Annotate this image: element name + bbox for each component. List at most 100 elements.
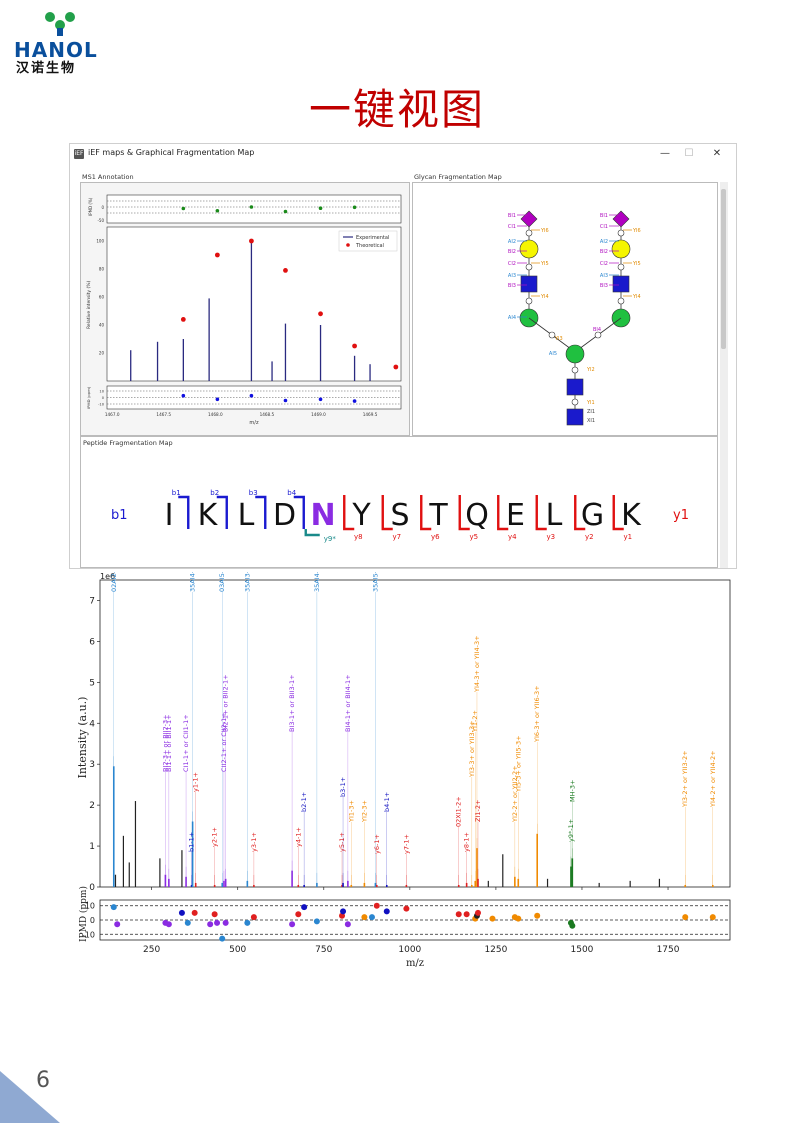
glycan-structure: BI1 CI1 AI2 BI2 CI2 AI3 BI3 AI4 YI6 YI5 YI4 BI1 CI1 A…	[508, 210, 641, 426]
left-branch-link	[525, 229, 533, 237]
peak-annotation-label: CI1-1+ or CII1-1+	[182, 714, 190, 772]
y-ion-label: y1	[623, 533, 632, 541]
peak-annotation-label: 35AI4-1+ or 35AI4-1+	[313, 572, 321, 592]
ipmd-ytick-label: -10	[82, 930, 95, 939]
ms1-bottom-ytick: 10	[99, 390, 104, 394]
core-link	[571, 398, 579, 406]
peak-annotation-label: BI4-1+ or BII4-1+	[344, 674, 352, 732]
b-ion-label: b1	[172, 489, 181, 497]
theoretical-point	[318, 311, 323, 317]
y-ion-label: y4	[508, 533, 517, 541]
core-link	[548, 331, 556, 339]
ipmd-point	[368, 914, 375, 921]
theoretical-point	[352, 343, 357, 349]
logo-chinese-text: 汉诺生物	[16, 61, 77, 76]
core-link	[594, 331, 602, 339]
right-branch-fragment-label: BI2	[600, 249, 608, 255]
ipmd-point	[222, 919, 229, 926]
maximize-button[interactable]: ☐	[684, 148, 694, 159]
core-glcnac-icon	[566, 408, 584, 426]
xtick-label: 250	[143, 945, 160, 955]
b-ion-label: b3	[249, 489, 258, 497]
peak-annotation-label: 02AI2-3+ or 02AI2-3+	[110, 572, 118, 592]
ipmd-point	[191, 909, 198, 916]
y-ion-bracket	[497, 495, 509, 531]
left-branch-glcnac-icon	[520, 275, 538, 293]
peak-annotation-label: CII2-1+ or CII2-1+	[220, 712, 228, 772]
ytick-label: 7	[89, 596, 95, 606]
peak-annotation-label: b1-1+	[188, 832, 196, 852]
xtick-label: 1750	[657, 945, 680, 955]
ipmd-pct-point	[318, 206, 323, 210]
ipmd-point	[219, 935, 226, 942]
ipmd-point	[165, 921, 172, 928]
core-link	[571, 366, 579, 374]
xtick-label: 1000	[398, 945, 421, 955]
peptide-residue: I	[165, 498, 174, 533]
y-ion-label: y3	[546, 533, 555, 541]
close-button[interactable]: ✕	[712, 148, 722, 159]
y-ion-label: y7	[392, 533, 401, 541]
minimize-button[interactable]: —	[660, 148, 670, 159]
right-branch-y-label: YI4	[632, 294, 641, 300]
peak-annotation-label: y9*-1+	[567, 819, 575, 842]
ms1-panel-label: MS1 Annotation	[82, 173, 134, 181]
ipmd-ppm-point	[318, 397, 323, 402]
ipmd-ppm-point	[352, 399, 357, 403]
left-branch-fragment-label: BI2	[508, 249, 516, 255]
peptide-panel-label: Peptide Fragmentation Map	[83, 439, 173, 447]
ipmd-ytick-label: 10	[85, 902, 95, 911]
spectrum-axes	[99, 579, 731, 888]
y-axis-label: Intensity (a.u.)	[78, 697, 89, 779]
peak-annotation-label: y1-1+	[192, 772, 200, 792]
left-branch-fragment-label: BI1	[508, 213, 516, 219]
core-fragment-label: YI2	[586, 367, 595, 373]
peak-annotation-label: y3-1+	[250, 832, 258, 852]
right-branch-y-label: YI5	[632, 261, 641, 267]
ms1-bottom-ytick: -10	[98, 403, 105, 407]
ms1-top-panel	[106, 194, 402, 224]
ipmd-point	[207, 921, 214, 928]
peptide-residue: L	[238, 498, 255, 533]
peak-annotation-label: YI1-3+	[347, 800, 355, 823]
ms1-ytick: 20	[99, 351, 105, 356]
vertical-scrollbar[interactable]	[720, 182, 728, 568]
ytick-label: 1	[89, 842, 95, 852]
left-branch-link	[525, 297, 533, 305]
y-ion-label: y2	[585, 533, 594, 541]
ipmd-point	[295, 911, 302, 918]
ipmd-ylabel: IPMD (ppm)	[78, 886, 89, 942]
left-branch-y-label: YI6	[540, 228, 549, 234]
left-branch-fragment-label: AI3	[508, 273, 516, 279]
b-ion-bracket	[178, 495, 190, 529]
peak-annotation-label: 02XI1-2+	[455, 796, 463, 827]
xtick-label: 1500	[571, 945, 594, 955]
peak-annotation-label: b3-1+	[339, 777, 347, 797]
page-number: 6	[36, 1068, 50, 1093]
ms1-annotation-panel: IPMD (%) 0 -50 20 40 60 80 100 Relative intensit…	[80, 182, 410, 436]
peptide-residue: K	[198, 498, 219, 533]
ipmd-point	[340, 908, 347, 915]
y-ion-bracket	[420, 495, 432, 531]
ms1-ytick: 80	[99, 267, 105, 272]
left-branch-fragment-label: AI4	[508, 315, 516, 321]
scrollbar-thumb[interactable]	[721, 189, 726, 349]
ms1-legend	[338, 230, 398, 252]
b-ion-bracket	[293, 495, 305, 529]
ipmd-point	[403, 905, 410, 912]
logo-mark-icon	[45, 12, 75, 36]
core-fragment-label: YI3	[554, 336, 563, 342]
y-ion-bracket	[612, 495, 624, 531]
y-ion-bracket	[535, 495, 547, 531]
annotated-spectrum-chart: 1e6 0 1 2 3 4 5 6 7 Intensity (a.u.) 02AI2-3+ or 0…	[78, 572, 731, 969]
ms1-xtick: 1467.5	[156, 412, 171, 417]
peak-annotation-label: y6-1+	[373, 834, 381, 854]
right-branch-y-label: YI6	[632, 228, 641, 234]
ms1-ylabel: Relative intensity (%)	[86, 280, 92, 329]
right-branch-fragment-label: CI2	[600, 261, 608, 267]
title-bar[interactable]: iEF iEF maps & Graphical Fragmentation M…	[70, 144, 736, 164]
ytick-label: 5	[89, 678, 95, 688]
peak-annotation-label: YI5-3+ or YII5-3+	[514, 735, 522, 793]
peak-annotation-label: 35AI5-1+	[371, 572, 379, 592]
